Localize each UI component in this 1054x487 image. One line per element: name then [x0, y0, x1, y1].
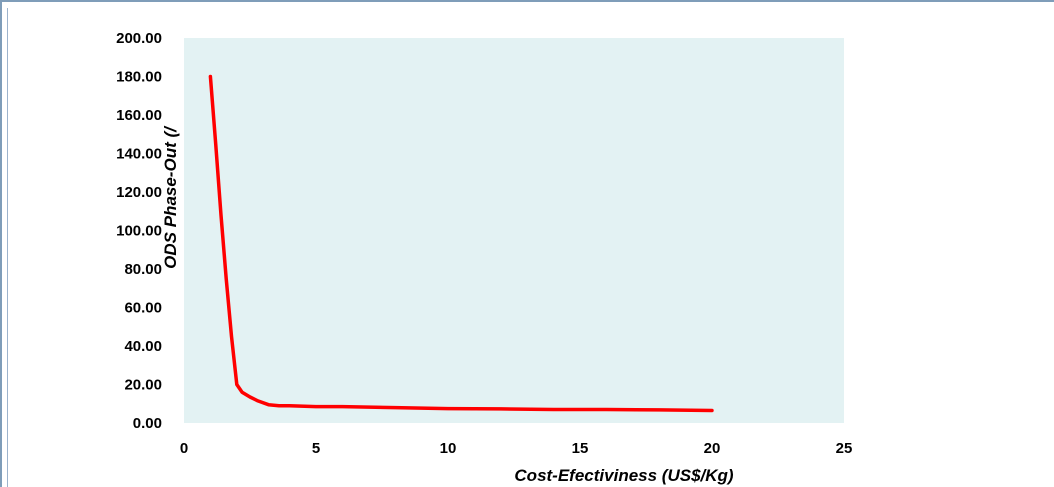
y-tick-label: 140.00 — [116, 146, 162, 163]
y-tick-label: 100.00 — [116, 223, 162, 240]
x-axis-ticks: 0 5 10 15 20 25 — [180, 440, 853, 457]
y-axis-title: ODS Phase-Out (/ — [161, 125, 180, 269]
x-tick-label: 5 — [312, 440, 320, 457]
x-tick-label: 0 — [180, 440, 188, 457]
y-tick-label: 80.00 — [124, 261, 162, 278]
series-line — [208, 74, 714, 413]
y-tick-label: 160.00 — [116, 107, 162, 124]
x-tick-label: 10 — [440, 440, 457, 457]
x-tick-label: 25 — [836, 440, 853, 457]
y-tick-label: 180.00 — [116, 69, 162, 86]
y-tick-label: 20.00 — [124, 377, 162, 394]
y-tick-label: 120.00 — [116, 184, 162, 201]
x-tick-label: 20 — [704, 440, 721, 457]
y-tick-label: 60.00 — [124, 300, 162, 317]
x-axis-title: Cost-Efectiviness (US$/Kg) — [514, 466, 733, 485]
inner-border-line — [7, 8, 8, 487]
plot-area — [184, 38, 844, 423]
x-tick-label: 15 — [572, 440, 589, 457]
y-tick-label: 0.00 — [133, 415, 162, 432]
y-tick-label: 40.00 — [124, 338, 162, 355]
y-axis-ticks: 0.00 20.00 40.00 60.00 80.00 100.00 120.00 140.… — [116, 30, 162, 432]
y-tick-label: 200.00 — [116, 30, 162, 47]
